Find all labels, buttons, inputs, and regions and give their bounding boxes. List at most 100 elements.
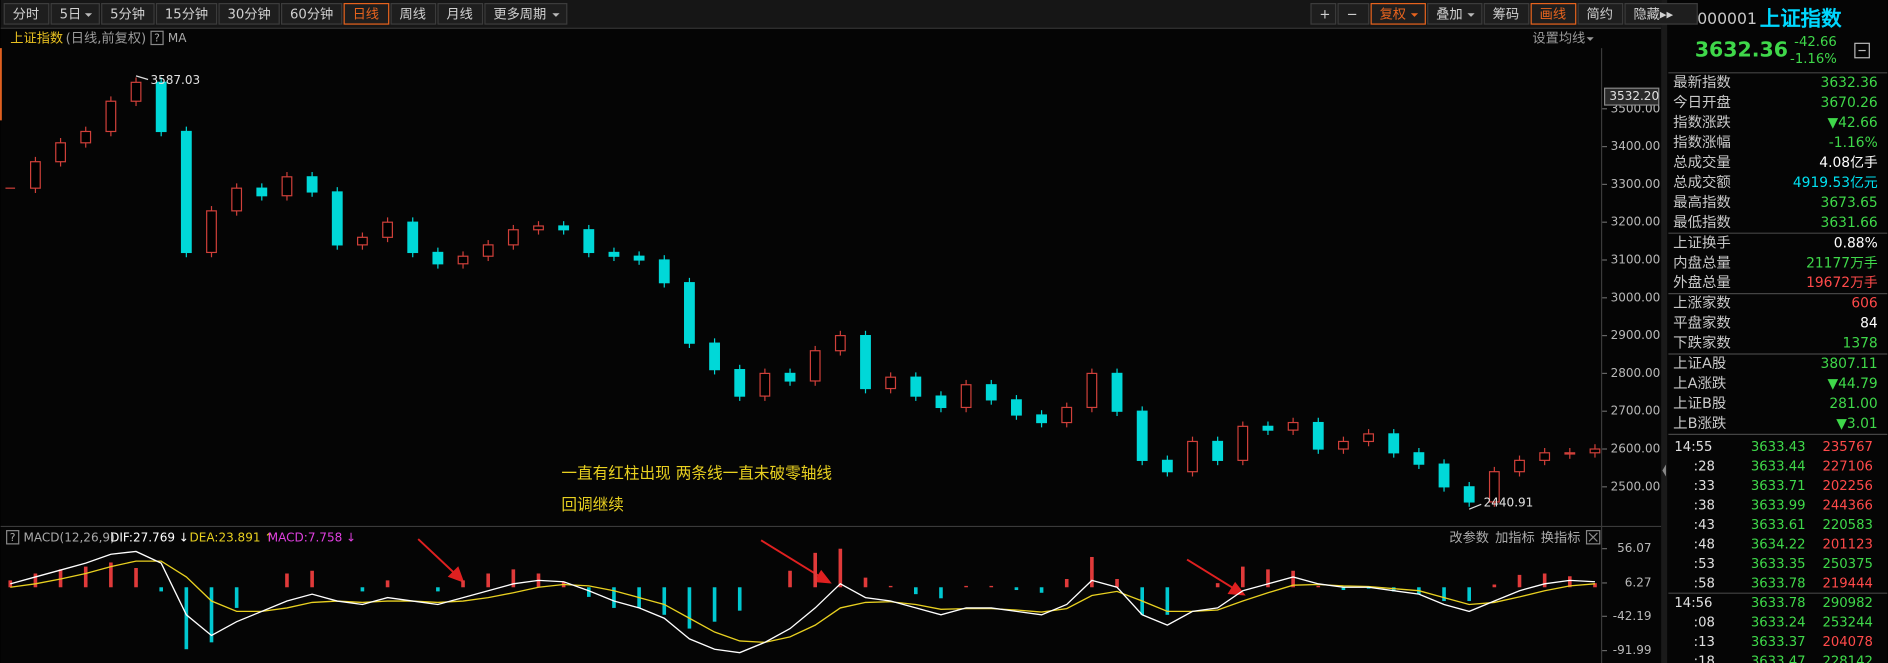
toolbar-button-label[interactable]: 周线 xyxy=(400,6,426,22)
y-tick-label: 2500.00 xyxy=(1611,479,1661,493)
toolbar-button-label[interactable]: 5日 xyxy=(60,7,82,22)
toolbar-button[interactable] xyxy=(484,3,568,25)
quote-change: -42.66 xyxy=(1794,35,1837,50)
candle xyxy=(1111,372,1123,412)
candle xyxy=(357,236,368,246)
macd-help-box[interactable] xyxy=(6,530,20,545)
candle xyxy=(910,376,922,397)
toolbar-button[interactable] xyxy=(1427,3,1483,25)
quote-value: 3807.11 xyxy=(1821,356,1878,372)
candle xyxy=(1262,425,1274,431)
toolbar-button[interactable] xyxy=(1624,3,1698,25)
tick-volume: 228142 xyxy=(1822,654,1872,663)
toolbar-button-label[interactable]: 60分钟 xyxy=(290,5,333,22)
quote-label: 总成交额 xyxy=(1673,173,1731,191)
toolbar-button-label[interactable]: 5分钟 xyxy=(110,5,145,22)
candle xyxy=(1036,414,1047,424)
toolbar-button-label[interactable]: 简约 xyxy=(1587,5,1613,22)
tick-price: 3634.22 xyxy=(1751,537,1806,552)
toolbar-button-label[interactable]: 更多周期 xyxy=(493,5,546,22)
toolbar-button[interactable] xyxy=(1483,3,1530,25)
toolbar-button[interactable] xyxy=(1530,3,1577,25)
toolbar-button[interactable] xyxy=(437,3,484,25)
macd-close-icon xyxy=(1588,532,1598,542)
macd-button[interactable]: 换指标 xyxy=(1541,530,1581,546)
toolbar-button[interactable] xyxy=(343,3,390,25)
candle xyxy=(1086,372,1098,409)
quote-value: ▼42.66 xyxy=(1828,115,1878,131)
toolbar-button-label[interactable]: 30分钟 xyxy=(227,5,270,22)
y-tick-label: 2700.00 xyxy=(1611,404,1661,418)
candle xyxy=(1388,433,1400,454)
tick-price: 3633.44 xyxy=(1751,459,1806,474)
tick-time: 14:55 xyxy=(1674,440,1712,455)
tick-volume: 202256 xyxy=(1822,479,1872,494)
dropdown-caret xyxy=(1410,13,1419,17)
quote-label: 指数涨幅 xyxy=(1673,134,1731,151)
toolbar-button-label[interactable]: 筹码 xyxy=(1493,5,1519,22)
macd-button[interactable]: 改参数 xyxy=(1449,529,1489,546)
toolbar-button[interactable] xyxy=(218,3,280,25)
quote-label: 上证A股 xyxy=(1673,355,1726,372)
tick-time: :58 xyxy=(1694,576,1715,591)
y-tick-label: 2900.00 xyxy=(1611,328,1661,342)
toolbar-button-label[interactable]: 分时 xyxy=(13,6,39,22)
candle xyxy=(155,81,167,133)
candle xyxy=(1413,452,1425,465)
toolbar-button-label[interactable]: 月线 xyxy=(446,6,472,22)
toolbar-button[interactable] xyxy=(1337,3,1370,25)
toolbar-button[interactable] xyxy=(3,3,50,25)
high-pointer xyxy=(135,75,149,81)
candle xyxy=(784,372,796,382)
macd-help[interactable]: ? xyxy=(10,531,16,544)
quote-label: 最高指数 xyxy=(1673,194,1731,211)
toolbar-button-label[interactable]: 日线 xyxy=(353,6,379,22)
quote-value: ▼44.79 xyxy=(1828,376,1878,392)
toolbar-button-label[interactable]: 15分钟 xyxy=(165,5,208,22)
toolbar-button-label[interactable]: 画线 xyxy=(1540,6,1566,22)
candle xyxy=(30,161,41,189)
toolbar-button[interactable] xyxy=(1310,3,1337,25)
candle xyxy=(608,251,620,257)
ma-settings[interactable]: 设置均线 xyxy=(1532,31,1585,47)
quote-value: 84 xyxy=(1860,316,1878,332)
toolbar-button-label[interactable]: − xyxy=(1346,7,1357,22)
tick-volume: 219444 xyxy=(1822,576,1872,591)
help[interactable]: ? xyxy=(154,32,160,45)
toolbar-button[interactable] xyxy=(390,3,437,25)
low-label: 2440.91 xyxy=(1484,496,1534,510)
help-box[interactable] xyxy=(150,30,164,46)
last-price-label: 3532.20 xyxy=(1609,89,1659,103)
dif-line xyxy=(10,550,1596,654)
toolbar-button-label[interactable]: + xyxy=(1319,7,1330,22)
collapse-arrow[interactable] xyxy=(1662,464,1666,477)
toolbar-button[interactable] xyxy=(1577,3,1624,25)
candle xyxy=(206,210,217,254)
quote-code: 000001 xyxy=(1697,9,1757,28)
toolbar-button-label[interactable]: 隐藏▸▸ xyxy=(1633,6,1673,22)
toolbar-button[interactable] xyxy=(281,3,343,25)
toolbar-button[interactable] xyxy=(155,3,218,25)
toolbar-button-label[interactable]: 叠加 xyxy=(1436,6,1462,22)
tick-price: 3633.37 xyxy=(1751,635,1806,650)
y-tick-label: 3100.00 xyxy=(1611,253,1661,267)
minimize-button[interactable] xyxy=(1854,42,1870,59)
quote-label: 最新指数 xyxy=(1673,74,1731,91)
candle xyxy=(1312,421,1324,450)
toolbar-button[interactable] xyxy=(50,3,100,25)
quote-value: -1.16% xyxy=(1829,135,1878,151)
dropdown-caret xyxy=(1467,13,1475,17)
macd-close[interactable] xyxy=(1585,530,1601,545)
toolbar-button[interactable] xyxy=(101,3,155,25)
quote-label: 外盘总量 xyxy=(1673,273,1731,291)
candle xyxy=(1237,425,1249,461)
candle xyxy=(105,100,117,133)
last-price-box xyxy=(1603,87,1660,106)
toolbar-button-label[interactable]: 复权 xyxy=(1380,5,1406,22)
tick-volume: 235767 xyxy=(1822,440,1872,455)
ma-settings-caret xyxy=(1586,37,1594,41)
macd-button[interactable]: 加指标 xyxy=(1495,530,1535,546)
toolbar-button[interactable] xyxy=(1370,3,1426,25)
